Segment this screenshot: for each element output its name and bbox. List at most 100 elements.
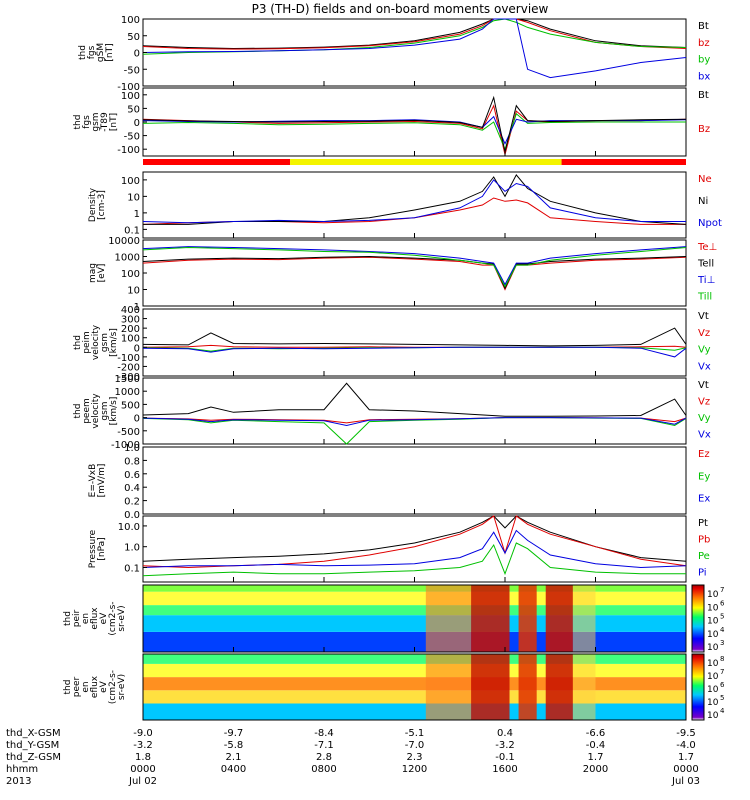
colorbar-tick-label: 10 [707, 698, 719, 708]
panel-peem-velocity: 1500 1000 500 0 -500 -1000 Vt Vz Vy Vx thd peem velo… [73, 374, 711, 451]
y-tick-label: 10.0 [118, 522, 140, 533]
colorbar-tick-label: 10 [707, 659, 719, 669]
y-axis-label: mag [88, 263, 98, 283]
time-axis-value: 1.8 [135, 752, 151, 763]
legend-entry: Vt [698, 311, 709, 322]
legend-entry: Vy [698, 345, 711, 356]
spectrogram-burst [425, 654, 472, 720]
legend-entry: Vz [698, 397, 710, 408]
series-line-Vx [142, 346, 687, 358]
y-tick-label: 0 [134, 118, 140, 129]
series-line-Bt [142, 18, 687, 50]
series-line-Te⊥ [142, 256, 687, 291]
legend-entry: Te⊥ [697, 242, 717, 253]
y-tick-label: 50 [127, 32, 140, 43]
y-axis-label: thd [63, 611, 73, 626]
y-axis-label: thd [73, 335, 83, 350]
y-tick-label: 100 [121, 176, 140, 187]
time-axis-value: -8.4 [314, 728, 334, 739]
series-line-By [142, 112, 686, 151]
y-axis-label: en [81, 613, 91, 624]
colorbar-tick-label: 10 [707, 603, 719, 613]
y-axis-label: [km/s] [109, 328, 119, 357]
time-axis-value: -0.4 [586, 740, 606, 751]
colorbar-tick-label: 10 [707, 643, 719, 653]
spectrogram-band [143, 690, 686, 704]
time-axis-value: 1600 [492, 764, 517, 775]
mode-bar [143, 159, 686, 165]
time-axis-row-label: 2013 [6, 776, 31, 787]
y-axis-label: peer [72, 676, 82, 697]
y-tick-label: -200 [117, 362, 140, 373]
legend-entry: Pt [698, 518, 708, 529]
y-axis-label: eV [99, 680, 109, 693]
spectrogram-burst [545, 585, 573, 652]
y-axis-label: peem [82, 398, 92, 424]
series-line-Vt [142, 327, 687, 347]
legend-entry: Ex [698, 494, 710, 505]
y-axis-label: thd [73, 404, 83, 419]
y-tick-label: 10 [127, 286, 140, 297]
panel-frame [142, 18, 687, 87]
spectrogram-burst [471, 654, 510, 720]
colorbar-tick-exponent: 5 [720, 613, 724, 621]
panel-fgs-minus-T89: 100 50 0 -50 -100 Bt Bz thd fgs gsm -T89 [nT] [73, 87, 710, 157]
y-tick-label: -50 [124, 132, 140, 143]
time-axis-value: -5.1 [405, 728, 425, 739]
legend-entry: Vy [698, 413, 711, 424]
y-tick-label: 1500 [115, 374, 140, 385]
y-tick-label: 300 [121, 315, 140, 326]
spectrogram-band [143, 615, 686, 632]
legend-entry: Vx [698, 361, 711, 372]
y-tick-label: 1 [134, 209, 140, 220]
y-axis-label: gsm [100, 401, 110, 420]
y-tick-label: 100 [121, 269, 140, 280]
colorbar-tick-label: 10 [707, 630, 719, 640]
time-axis-value: 1.7 [678, 752, 694, 763]
y-axis-label: (cm2-s- [108, 670, 118, 704]
series-line-Ti|| [142, 246, 687, 288]
spectrogram-band [143, 605, 686, 616]
legend-entry: Npot [698, 218, 722, 229]
time-axis-value: -3.2 [133, 740, 153, 751]
y-axis-label: gsm [100, 333, 110, 352]
colorbar-tick-exponent: 6 [720, 599, 725, 607]
legend-entry: Bt [698, 21, 709, 32]
y-tick-label: 1.0 [124, 543, 140, 554]
y-tick-label: -500 [117, 427, 140, 438]
series-line-Ti⊥ [142, 246, 687, 286]
y-axis-label: gSM [96, 43, 106, 62]
y-axis-label: eflux [90, 607, 100, 630]
mode-bar-segment [290, 159, 562, 165]
legend-entry: Ez [698, 449, 710, 460]
spectrogram-band [143, 654, 686, 664]
y-axis-label: [km/s] [109, 397, 119, 426]
y-tick-label: -50 [124, 65, 140, 76]
legend-entry: Pb [698, 535, 710, 546]
colorbar-tick-exponent: 6 [720, 681, 725, 689]
time-axis-value: 0000 [130, 764, 155, 775]
time-axis-value: 2.3 [407, 752, 423, 763]
y-axis-label: eV [99, 612, 109, 625]
y-tick-label: 100 [121, 334, 140, 345]
colorbar [691, 584, 705, 653]
legend-entry: Ne [698, 174, 712, 185]
colorbar-tick-exponent: 3 [720, 639, 724, 647]
y-axis-label: -T89 [100, 112, 110, 132]
y-axis-label: [mV/m] [97, 464, 107, 498]
y-axis-label: E=-VxB [88, 464, 98, 498]
y-axis-label: peir [72, 609, 82, 627]
time-axis-value: -7.1 [314, 740, 334, 751]
y-tick-label: 1 [134, 302, 140, 313]
y-tick-label: 10 [127, 192, 140, 203]
panel-fgs: 100 50 0 -50 -100 Bt bz by bx thd fgs gSM [nT] [78, 15, 710, 93]
colorbar-tick-exponent: 7 [720, 668, 724, 676]
y-axis-label: Pressure [88, 529, 98, 568]
y-axis-label: [cm-3] [97, 190, 107, 220]
spectrogram-band [143, 677, 686, 691]
y-axis-label: velocity [91, 393, 101, 429]
legend-entry: Bt [698, 90, 709, 101]
